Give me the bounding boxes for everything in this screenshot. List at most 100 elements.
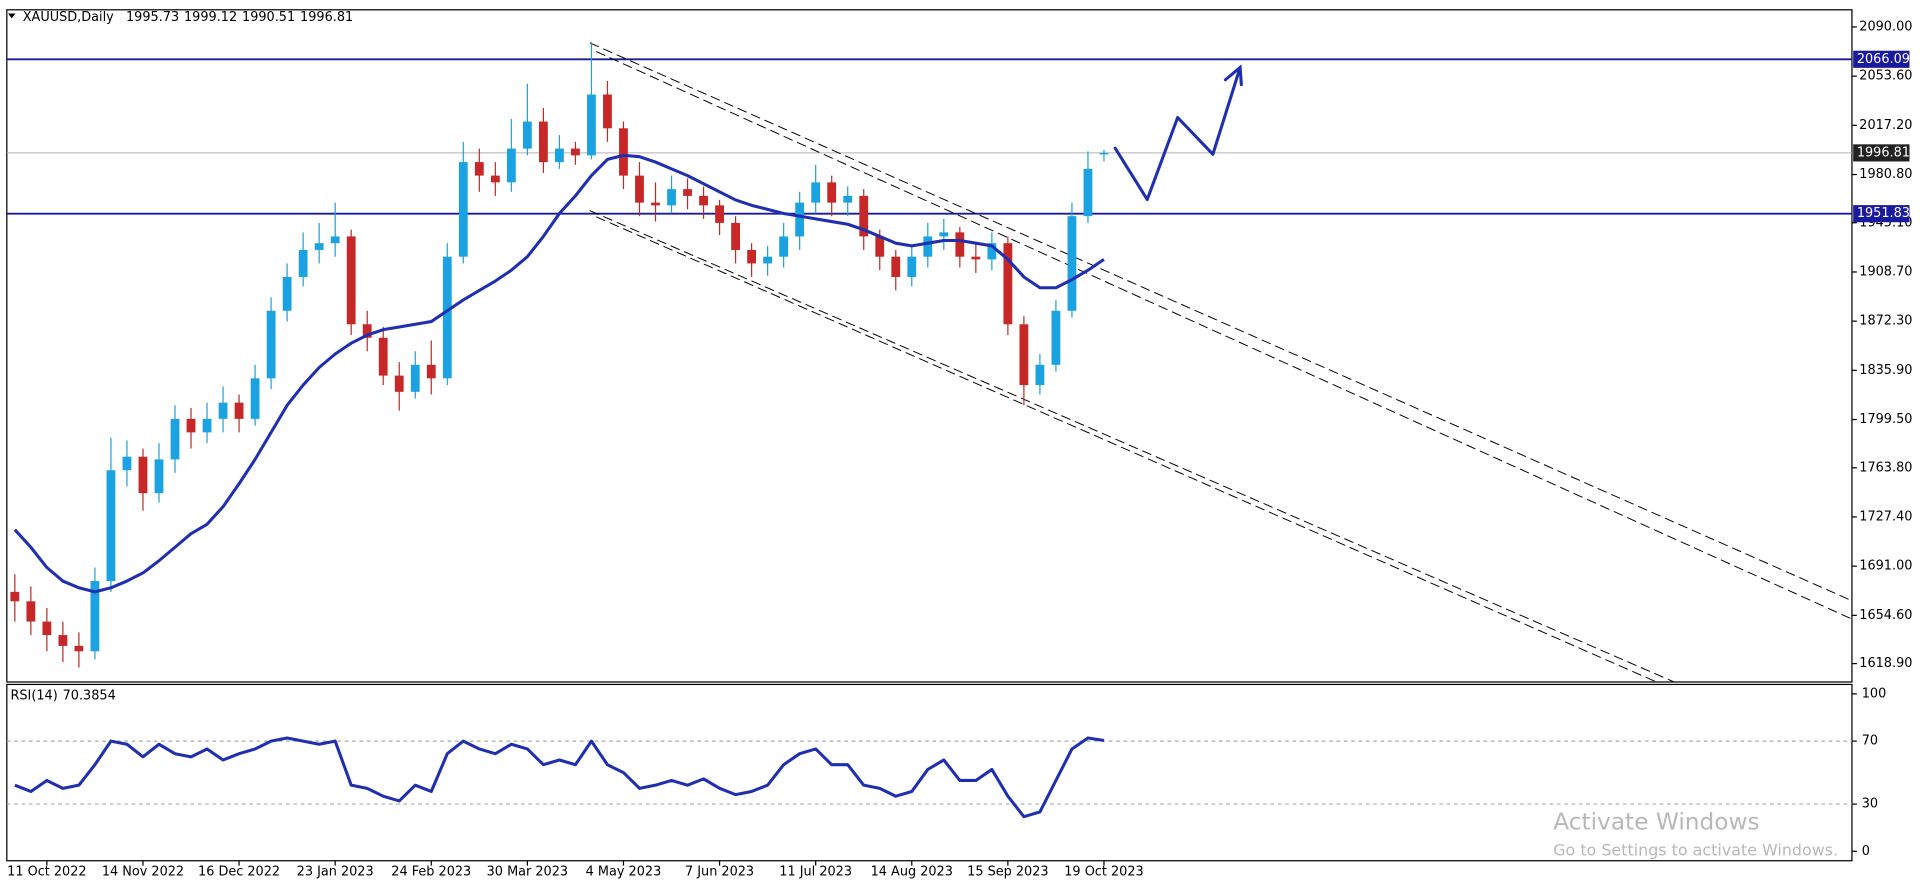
rsi-tick-label: 0 (1862, 844, 1870, 859)
candle-body (458, 162, 468, 257)
y-tick-label: 1980.80 (1859, 167, 1912, 182)
menu-arrow[interactable] (8, 13, 16, 19)
candle-body (1019, 324, 1029, 386)
rsi-last: 70.3854 (63, 688, 116, 703)
candle-body (1003, 243, 1013, 325)
candle-body (314, 243, 324, 250)
candle-body (74, 645, 84, 652)
y-tick-label: 1799.50 (1859, 412, 1912, 427)
candle-body (939, 232, 949, 237)
candle-body (987, 243, 997, 260)
forecast-path (1113, 65, 1242, 202)
y-tick-label: 1691.00 (1859, 559, 1912, 574)
candle-body (234, 402, 244, 419)
channel-line (596, 216, 1657, 682)
x-tick-label: 15 Sep 2023 (967, 864, 1048, 879)
last-open: 1995.73 (126, 10, 179, 25)
candle-body (683, 189, 692, 196)
x-tick-label: 30 Mar 2023 (487, 864, 568, 879)
channel-line (589, 210, 1675, 682)
candle-body (1099, 152, 1109, 155)
candle-body (122, 456, 132, 471)
candle-body (1067, 216, 1077, 311)
x-tick-label: 24 Feb 2023 (391, 864, 471, 879)
candle-body (923, 236, 933, 257)
symbol: XAUUSD,Daily (23, 10, 114, 25)
candle-body (474, 162, 484, 176)
candle-body (426, 364, 436, 379)
candle-body (779, 236, 789, 257)
candle-body (170, 418, 180, 460)
candle-body (1083, 168, 1093, 217)
rsi-tick-label: 30 (1862, 797, 1878, 812)
candle-body (955, 232, 965, 257)
candle-body (538, 121, 548, 163)
candle-body (811, 182, 821, 203)
rsi-line (14, 736, 1105, 819)
y-tick-label: 1654.60 (1859, 608, 1912, 623)
candle-body (827, 182, 837, 203)
candle-body (106, 470, 116, 582)
candle-body (154, 459, 164, 494)
candle-body (667, 189, 676, 206)
last-low: 1990.51 (242, 10, 295, 25)
candle-body (699, 195, 708, 206)
candle-body (394, 375, 404, 392)
candle-body (282, 276, 292, 311)
x-tick-label: 4 May 2023 (586, 864, 662, 879)
candle-body (843, 195, 853, 203)
y-tick-label: 2090.00 (1859, 19, 1912, 34)
x-tick-label: 19 Oct 2023 (1064, 864, 1143, 879)
candle-body (891, 256, 901, 277)
x-tick-label: 14 Aug 2023 (871, 864, 953, 879)
main-plot (6, 41, 1852, 682)
current-price-box (1853, 144, 1910, 162)
rsi-header: RSI(14) 70.3854 (10, 688, 115, 703)
x-tick-label: 14 Nov 2022 (102, 864, 184, 879)
candle-body (795, 202, 805, 237)
rsi-tick-label: 70 (1862, 734, 1878, 749)
y-tick-label: 1835.90 (1859, 363, 1912, 378)
x-tick-label: 7 Jun 2023 (685, 864, 754, 879)
candle-body (907, 256, 917, 277)
price-label: 2066.09 (1857, 52, 1910, 67)
candle-body (298, 249, 308, 277)
y-tick-label: 1872.30 (1859, 314, 1912, 329)
axes: 2090.002053.602017.201980.801945.101908.… (7, 19, 1912, 879)
candle-body (1051, 310, 1061, 365)
y-tick-label: 2017.20 (1859, 118, 1912, 133)
candle-body (859, 195, 869, 237)
candle-body (971, 256, 981, 260)
candle-body (138, 456, 148, 494)
current-price-label: 1996.81 (1857, 145, 1910, 160)
candle-body (42, 621, 52, 636)
rsi-panel-frame (6, 683, 1853, 862)
x-tick-label: 11 Jul 2023 (779, 864, 852, 879)
x-tick-label: 23 Jan 2023 (297, 864, 374, 879)
candle-body (875, 236, 885, 257)
candle-body (554, 148, 564, 163)
candle-body (58, 635, 68, 646)
channel-line (596, 51, 1852, 620)
candle-body (763, 256, 773, 264)
y-tick-label: 1763.80 (1859, 460, 1912, 475)
candle-body (218, 402, 228, 419)
candle-body (651, 202, 660, 206)
candle-body (10, 591, 20, 602)
main-panel-frame (6, 9, 1853, 683)
candle-body (442, 256, 452, 379)
y-tick-label: 1618.90 (1859, 656, 1912, 671)
candle-body (1035, 364, 1045, 386)
candle-body (619, 128, 628, 176)
price-label-box (1853, 205, 1910, 223)
y-tick-label: 1727.40 (1859, 509, 1912, 524)
candle-body (571, 148, 580, 156)
candle-body (587, 94, 596, 156)
rsi-tick-label: 100 (1862, 686, 1887, 701)
moving-average (13, 153, 1105, 594)
price-label: 1951.83 (1857, 206, 1910, 221)
candle-body (362, 324, 372, 338)
candle-body (506, 148, 516, 183)
